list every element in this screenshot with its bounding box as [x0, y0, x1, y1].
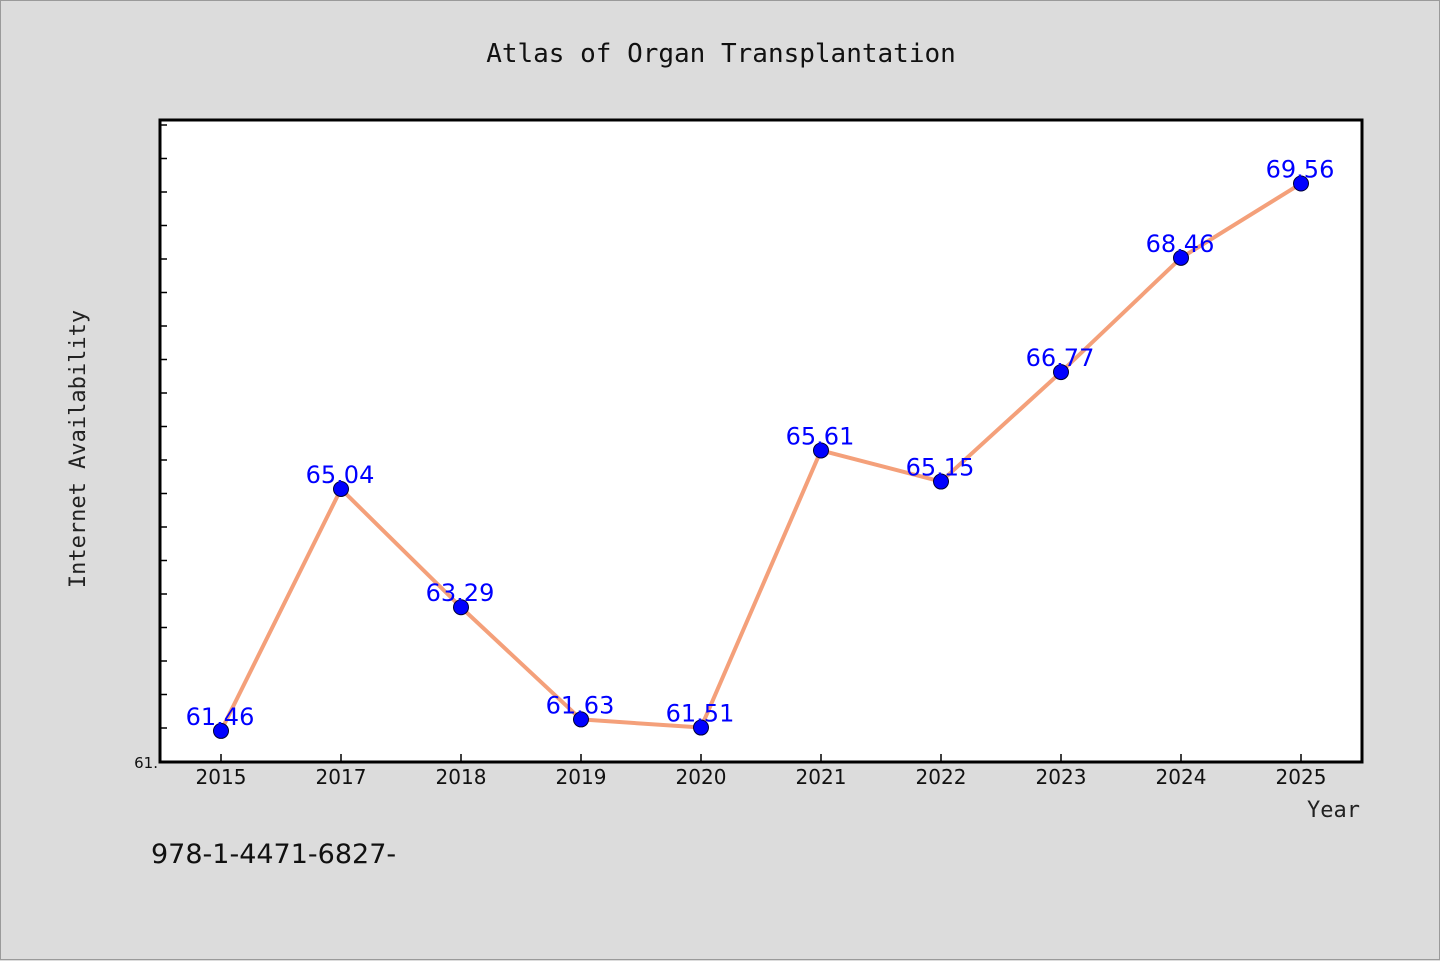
data-point — [933, 473, 949, 490]
data-label: 63.29 — [426, 579, 495, 607]
x-tick-label: 2023 — [1036, 765, 1087, 789]
data-label: 69.56 — [1266, 156, 1335, 184]
x-tick-label: 2022 — [916, 765, 967, 789]
x-tick-label: 2015 — [196, 765, 247, 789]
data-point — [333, 480, 349, 497]
x-tick-label: 2019 — [556, 765, 607, 789]
x-tick-label: 2020 — [676, 765, 727, 789]
data-point — [1293, 175, 1309, 192]
plot-area — [158, 118, 1364, 764]
y-tick-label: 61. — [134, 754, 158, 772]
data-point — [573, 711, 589, 728]
series-line-group — [213, 175, 1309, 739]
x-tick-label: 2024 — [1156, 765, 1207, 789]
data-label: 65.04 — [306, 461, 375, 489]
x-axis-label: Year — [1307, 798, 1360, 823]
data-label: 66.77 — [1026, 344, 1095, 372]
x-axis-ticks: 2015 2017 2018 2019 2020 2021 2022 2023 2024 2025 — [196, 754, 1327, 789]
footer-isbn: 978-1-4471-6827- — [151, 839, 396, 870]
data-point — [813, 442, 829, 459]
data-point — [453, 599, 469, 616]
data-label: 61.51 — [666, 700, 735, 728]
data-label: 61.63 — [546, 691, 615, 719]
data-label: 68.46 — [1146, 230, 1215, 258]
x-tick-label: 2025 — [1276, 765, 1327, 789]
chart-title: Atlas of Organ Transplantation — [486, 39, 956, 69]
series-line — [219, 181, 1303, 732]
data-point — [1173, 249, 1189, 266]
y-axis-label: Internet Availability — [66, 310, 91, 588]
data-point — [693, 719, 709, 736]
data-point — [1053, 364, 1069, 381]
x-tick-label: 2021 — [796, 765, 847, 789]
data-label-group: 61.46 65.04 63.29 61.63 61.51 65.61 65.15 66.77… — [186, 156, 1335, 731]
data-label: 61.46 — [186, 703, 255, 731]
data-point — [213, 722, 229, 739]
x-tick-label: 2018 — [436, 765, 487, 789]
data-label: 65.15 — [906, 454, 975, 482]
data-label: 65.61 — [786, 422, 855, 450]
x-tick-label: 2017 — [316, 765, 367, 789]
y-minor-ticks — [160, 124, 167, 729]
